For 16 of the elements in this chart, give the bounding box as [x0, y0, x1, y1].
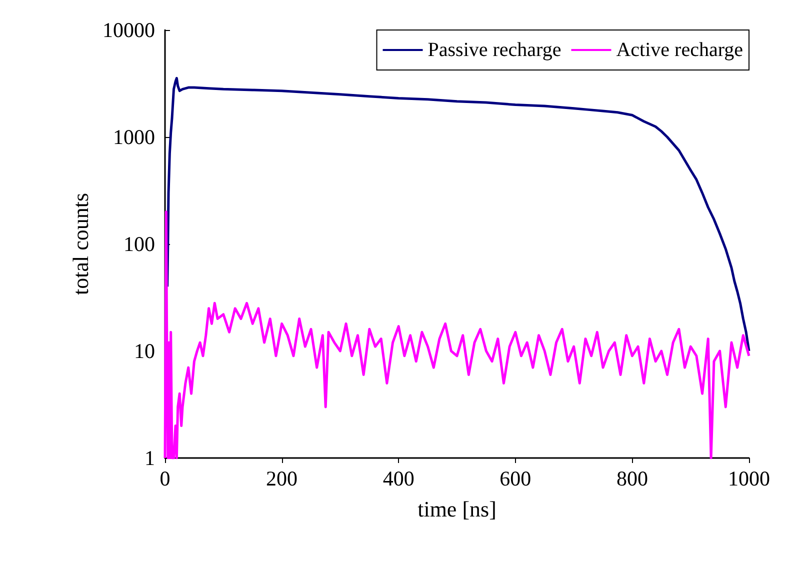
legend-label: Active recharge: [616, 39, 744, 61]
y-tick-label: 10000: [102, 18, 155, 42]
y-tick-label: 100: [124, 232, 155, 256]
y-axis-title: total counts: [68, 192, 94, 296]
x-tick-label: 800: [616, 466, 648, 490]
x-tick-label: 200: [266, 466, 298, 490]
x-tick-label: 600: [500, 466, 532, 490]
x-tick-label: 0: [160, 466, 170, 490]
y-tick-label: 10: [134, 339, 155, 363]
line-series: [166, 76, 750, 352]
x-tick-label: 400: [382, 466, 414, 490]
y-tick-label: 1000: [113, 125, 155, 149]
y-tick-label: 1: [144, 446, 155, 470]
x-tick-label: 1000: [728, 466, 770, 490]
legend-label: Passive recharge: [428, 39, 562, 61]
x-axis-title: time [ns]: [418, 496, 496, 522]
